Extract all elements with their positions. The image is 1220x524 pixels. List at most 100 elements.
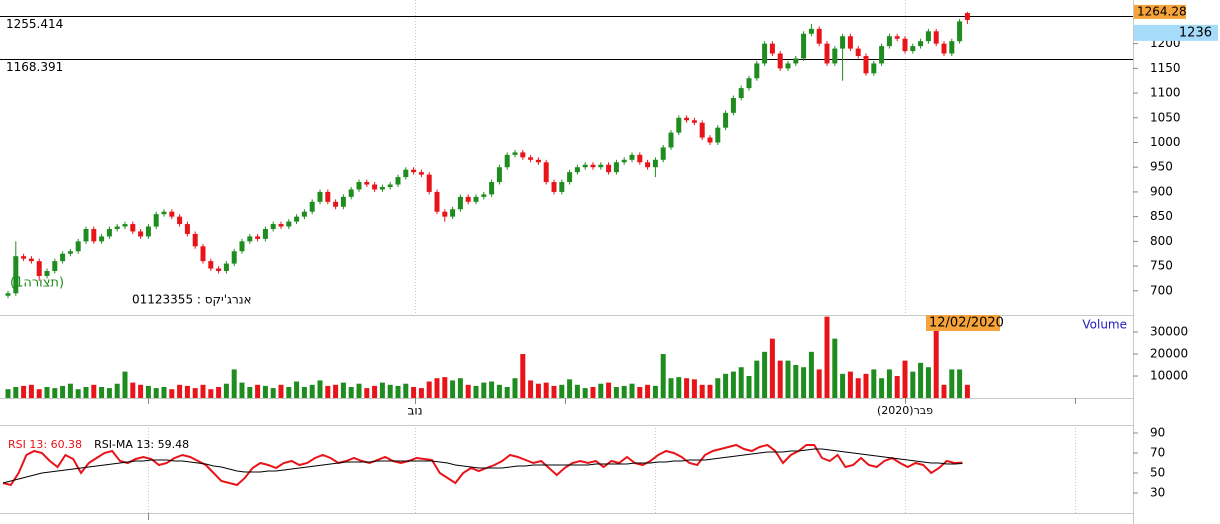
candle-body: [801, 33, 807, 59]
candle-body: [684, 117, 690, 121]
volume-bar: [902, 360, 908, 398]
candle-body: [855, 48, 861, 57]
volume-bar: [106, 388, 112, 398]
y-tick-label: 1150: [1150, 61, 1181, 75]
candle-body: [450, 209, 456, 217]
candle-body: [301, 211, 307, 217]
volume-bar: [481, 382, 487, 398]
candle-body: [67, 251, 73, 254]
volume-bar: [153, 388, 159, 398]
volume-bar: [91, 384, 97, 398]
candle-body: [871, 63, 877, 74]
volume-bar: [964, 384, 970, 398]
volume-bar: [309, 384, 315, 398]
volume-bar: [192, 388, 198, 398]
candle-body: [847, 36, 853, 49]
candle-body: [660, 147, 666, 160]
volume-bar: [769, 338, 775, 398]
candle-body: [808, 28, 814, 34]
volume-bar: [691, 379, 697, 398]
candle-body: [418, 172, 424, 175]
volume-bar: [161, 387, 167, 398]
volume-bar: [684, 378, 690, 398]
volume-bar: [364, 388, 370, 398]
candle-body: [465, 196, 471, 202]
volume-bar: [184, 385, 190, 398]
volume-bar: [762, 351, 768, 398]
candle-body: [403, 169, 409, 178]
volume-bar: [114, 383, 120, 398]
y-tick-label: 50: [1150, 466, 1165, 480]
candle-body: [99, 236, 105, 242]
candle-body: [411, 169, 417, 173]
volume-bar: [21, 385, 27, 398]
cursor-price-label: 1236: [1179, 25, 1212, 40]
volume-bar: [582, 388, 588, 398]
volume-bar: [910, 371, 916, 398]
candle-body: [395, 177, 401, 185]
month-label: נוב: [407, 404, 422, 418]
candle-body: [255, 236, 261, 239]
candle-body: [364, 182, 370, 185]
candle-body: [676, 117, 682, 133]
candle-body: [824, 43, 830, 64]
volume-bar: [255, 384, 261, 398]
volume-bar: [5, 389, 11, 398]
candle-body: [426, 174, 432, 192]
candle-body: [551, 182, 557, 192]
volume-bar: [379, 382, 385, 398]
y-tick-label: 950: [1150, 160, 1173, 174]
candle-body: [481, 194, 487, 197]
candle-body: [894, 36, 900, 39]
volume-bar: [668, 378, 674, 398]
volume-bar: [465, 384, 471, 398]
candle-body: [918, 41, 924, 47]
candle-body: [535, 159, 541, 163]
volume-bar: [785, 360, 791, 398]
candle-body: [957, 21, 963, 42]
candle-body: [652, 159, 658, 168]
volume-bar: [231, 369, 237, 398]
candle-body: [169, 211, 175, 217]
candle-body: [379, 186, 385, 190]
legend-entry: RSI-MA 13: 59.48: [94, 438, 189, 451]
candle-body: [340, 196, 346, 207]
volume-bar: [801, 367, 807, 398]
candle-body: [504, 154, 510, 168]
volume-bar: [67, 383, 73, 398]
security-label: אנרג'יקס : 01123355: [132, 293, 252, 307]
candle-body: [145, 226, 151, 237]
volume-bar: [372, 385, 378, 398]
candle-body: [21, 256, 27, 259]
candle-body: [964, 13, 970, 20]
candle-body: [177, 216, 183, 225]
candle-body: [777, 53, 783, 69]
volume-bar: [208, 389, 214, 398]
volume-bar: [808, 351, 814, 398]
candle-body: [52, 261, 58, 272]
volume-bar: [247, 387, 253, 398]
volume-bar: [676, 377, 682, 398]
indicator-line: [2, 448, 963, 484]
candle-body: [434, 191, 440, 212]
volume-bar: [699, 384, 705, 398]
volume-bar: [738, 367, 744, 398]
volume-bar: [535, 383, 541, 398]
candle-body: [36, 261, 42, 276]
candle-body: [262, 229, 268, 239]
volume-bar: [574, 384, 580, 398]
volume-bar: [52, 388, 58, 398]
candle-body: [309, 201, 315, 212]
volume-bar: [395, 385, 401, 398]
date-tag: [926, 315, 1000, 331]
volume-bar: [60, 385, 66, 398]
volume-bar: [746, 376, 752, 398]
cursor-price-tag: [1134, 24, 1218, 41]
volume-bar: [169, 389, 175, 398]
candle-body: [294, 216, 300, 222]
candle-body: [75, 241, 81, 252]
candle-body: [582, 164, 588, 168]
volume-bar: [520, 354, 526, 398]
candle-body: [559, 182, 565, 192]
volume-bar: [333, 384, 339, 398]
